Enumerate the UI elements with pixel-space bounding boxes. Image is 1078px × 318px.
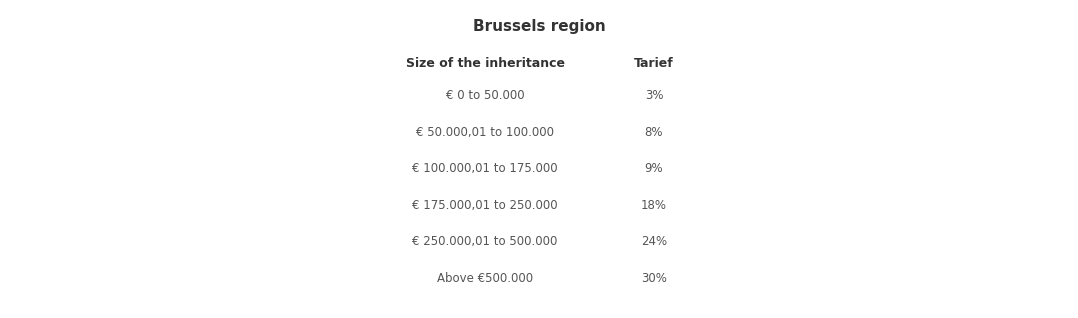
Text: € 175.000,01 to 250.000: € 175.000,01 to 250.000 [412, 199, 558, 212]
Text: 30%: 30% [1000, 284, 1026, 297]
Text: Size of the inheritance: Size of the inheritance [405, 57, 565, 70]
Text: Rate: Rate [278, 57, 310, 70]
Text: € 100.000,01 to 175.000: € 100.000,01 to 175.000 [412, 162, 558, 175]
Text: € 0 to 50.000: € 0 to 50.000 [446, 89, 524, 102]
Text: 27%: 27% [281, 162, 307, 175]
Text: Size of the inheritance: Size of the inheritance [765, 57, 924, 70]
Text: 10%: 10% [1000, 187, 1026, 200]
Text: 24%: 24% [1000, 260, 1026, 273]
Text: € 0 to 12.500: € 0 to 12.500 [805, 89, 884, 102]
Text: 30%: 30% [641, 272, 667, 285]
Text: Above €500.000: Above €500.000 [797, 284, 893, 297]
Text: € 50.000,01 to 100.000: € 50.000,01 to 100.000 [775, 162, 913, 175]
Text: Size of the inheritance: Size of the inheritance [46, 57, 205, 70]
Text: 4%: 4% [1004, 114, 1023, 127]
Text: € 250.000,01 to 500.000: € 250.000,01 to 500.000 [772, 260, 917, 273]
Text: 5%: 5% [1004, 138, 1023, 151]
Text: 3%: 3% [286, 89, 304, 102]
Text: € 200.000,01 to 250.000: € 200.000,01 to 250.000 [772, 235, 917, 248]
Text: 18%: 18% [641, 199, 667, 212]
Text: 14%: 14% [1000, 211, 1026, 224]
Text: € 150.000,01 to 200.000: € 150.000,01 to 200.000 [772, 211, 917, 224]
Text: € 12.500,01 to 25.000: € 12.500,01 to 25.000 [779, 114, 910, 127]
Text: Brussels region: Brussels region [472, 19, 606, 34]
Text: € 50.000,01 to 250.000: € 50.000,01 to 250.000 [57, 126, 195, 139]
Text: Above €500.000: Above €500.000 [437, 272, 534, 285]
Text: Walloon region: Walloon region [834, 19, 963, 34]
Text: 3%: 3% [1004, 89, 1023, 102]
Text: € 50.000,01 to 100.000: € 50.000,01 to 100.000 [416, 126, 554, 139]
Text: 24%: 24% [641, 235, 667, 248]
Text: Flemish region: Flemish region [116, 19, 244, 34]
Text: 18%: 18% [1000, 235, 1026, 248]
Text: € 0 to 50.000: € 0 to 50.000 [86, 89, 165, 102]
Text: 8%: 8% [645, 126, 663, 139]
Text: Tarief: Tarief [634, 57, 674, 70]
Text: € 100.000,01 to 150.000: € 100.000,01 to 150.000 [772, 187, 917, 200]
Text: Above €250.000: Above €250.000 [78, 162, 174, 175]
Text: 3%: 3% [645, 89, 663, 102]
Text: € 250.000,01 to 500.000: € 250.000,01 to 500.000 [413, 235, 557, 248]
Text: 7%: 7% [1004, 162, 1023, 175]
Text: € 25.000,01 to 50.000: € 25.000,01 to 50.000 [779, 138, 910, 151]
Text: 9%: 9% [645, 162, 663, 175]
Text: 9%: 9% [286, 126, 304, 139]
Text: Rate: Rate [997, 57, 1029, 70]
